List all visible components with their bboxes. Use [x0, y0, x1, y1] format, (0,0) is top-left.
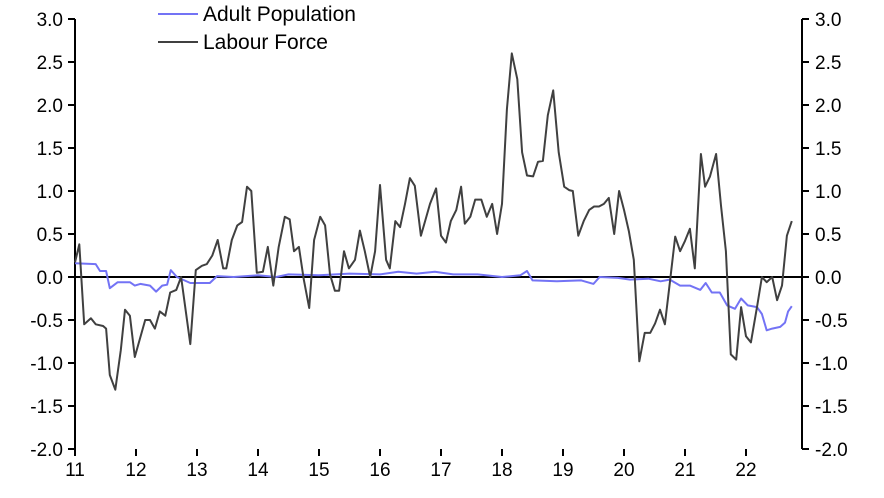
y-tick-label-left: -2.0 — [30, 440, 63, 461]
y-tick-label-left: -1.0 — [30, 354, 63, 375]
x-tick-label: 12 — [125, 460, 146, 481]
x-tick-label: 15 — [308, 460, 329, 481]
series-line-labour-force — [74, 52, 793, 391]
y-tick-label-left: -0.5 — [30, 311, 63, 332]
legend-label: Labour Force — [203, 31, 328, 54]
x-tick-label: 11 — [65, 460, 85, 481]
y-tick-label-right: -0.5 — [815, 311, 848, 332]
x-tick-label: 13 — [186, 460, 207, 481]
x-tick-label: 14 — [247, 460, 269, 481]
y-tick-label-left: -1.5 — [30, 397, 63, 418]
legend-label: Adult Population — [203, 3, 356, 26]
y-tick-label-right: 2.0 — [815, 96, 841, 117]
y-tick-label-right: -1.5 — [815, 397, 848, 418]
x-tick-label: 20 — [613, 460, 634, 481]
y-tick-label-right: 1.5 — [815, 139, 841, 160]
x-tick-label: 19 — [552, 460, 573, 481]
y-tick-label-right: 0.5 — [815, 225, 841, 246]
y-tick-label-left: 0.5 — [37, 225, 63, 246]
y-tick-label-right: -1.0 — [815, 354, 848, 375]
y-tick-label-right: 1.0 — [815, 182, 841, 203]
x-tick-label: 22 — [735, 460, 756, 481]
x-tick-label: 16 — [369, 460, 390, 481]
y-tick-label-left: 1.5 — [37, 139, 63, 160]
x-tick-label: 18 — [491, 460, 512, 481]
y-tick-label-right: 3.0 — [815, 10, 841, 31]
y-tick-label-right: 2.5 — [815, 53, 841, 74]
x-tick-label: 21 — [674, 460, 695, 481]
y-tick-label-right: 0.0 — [815, 268, 841, 289]
y-tick-label-left: 3.0 — [37, 10, 63, 31]
x-tick-label: 17 — [430, 460, 451, 481]
y-tick-label-right: -2.0 — [815, 440, 848, 461]
y-tick-label-left: 2.5 — [37, 53, 63, 74]
series-line-adult-population — [74, 262, 793, 332]
y-tick-label-left: 2.0 — [37, 96, 63, 117]
y-tick-label-left: 1.0 — [37, 182, 63, 203]
y-tick-label-left: 0.0 — [37, 268, 63, 289]
